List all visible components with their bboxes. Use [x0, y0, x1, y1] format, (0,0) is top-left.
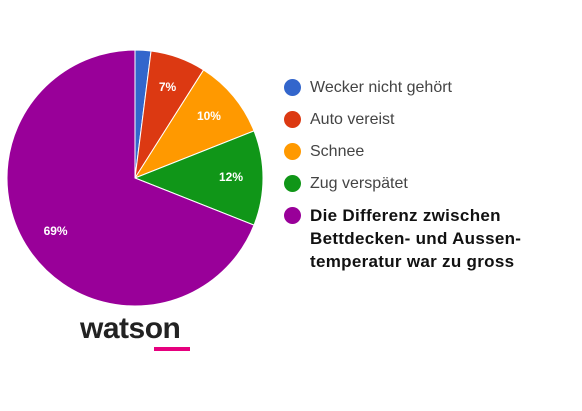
legend-marker — [284, 111, 301, 128]
slice-label: 10% — [197, 109, 221, 123]
legend-item: Zug verspätet — [282, 172, 460, 195]
pie-slice — [133, 69, 255, 180]
legend-marker — [284, 175, 301, 192]
slice-label: 7% — [159, 80, 177, 94]
legend-label: Die Differenz zwischen Bettdecken- und A… — [310, 206, 521, 271]
slice-label: 12% — [219, 170, 243, 184]
legend-item: Die Differenz zwischen Bettdecken- und A… — [282, 204, 582, 273]
brand-underline — [154, 347, 190, 351]
legend: Wecker nicht gehört Auto vereist Schnee Zug… — [282, 76, 582, 282]
legend-marker — [284, 143, 301, 160]
slice-label: 69% — [44, 224, 68, 238]
brand-logo: watson — [80, 312, 181, 345]
legend-label: Wecker nicht gehört — [310, 79, 452, 96]
pie-chart: 7% 10% 12% 69% — [6, 49, 264, 307]
legend-marker — [284, 207, 301, 224]
legend-marker — [284, 79, 301, 96]
pie-slice — [6, 49, 255, 307]
legend-item: Auto vereist — [282, 108, 460, 131]
pie-slice — [133, 130, 264, 226]
legend-item: Wecker nicht gehört — [282, 76, 460, 99]
legend-label: Schnee — [310, 143, 365, 160]
legend-item: Schnee — [282, 140, 460, 163]
legend-label: Auto vereist — [310, 111, 395, 128]
legend-label: Zug verspätet — [310, 175, 408, 192]
